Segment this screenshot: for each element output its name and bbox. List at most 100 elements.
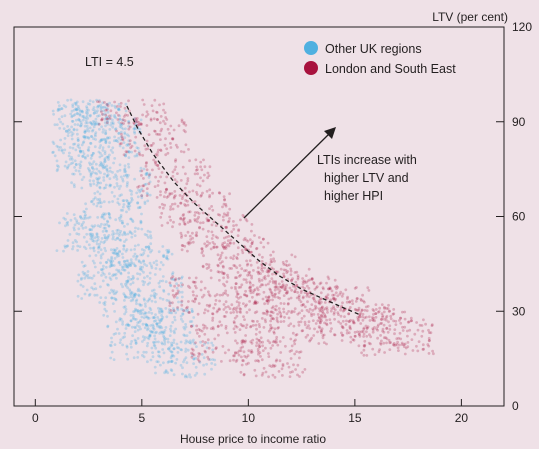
point-london-se [332,305,335,309]
point-london-se [261,255,264,259]
point-other-uk [70,155,73,159]
point-london-se [217,258,221,261]
point-london-se [270,291,274,295]
point-london-se [386,330,390,334]
point-other-uk [159,319,163,322]
point-other-uk [136,321,140,324]
point-london-se [303,320,307,324]
point-london-se [312,313,316,316]
point-other-uk [98,201,102,205]
point-other-uk [58,108,62,112]
point-london-se [179,150,183,153]
point-london-se [109,109,113,113]
point-other-uk [109,183,113,187]
point-other-uk [89,156,93,160]
point-london-se [106,104,110,108]
point-other-uk [180,317,183,321]
point-london-se [281,336,285,339]
point-london-se [359,322,363,325]
point-london-se [330,289,334,293]
point-other-uk [145,323,148,327]
point-other-uk [85,240,89,244]
point-other-uk [109,344,113,348]
point-london-se [256,350,260,353]
point-other-uk [112,289,116,292]
point-london-se [286,291,289,294]
point-london-se [321,310,324,314]
point-london-se [222,291,226,295]
legend-swatch-other-uk [304,41,318,55]
point-other-uk [71,172,74,176]
point-london-se [240,363,244,367]
point-london-se [249,291,253,295]
point-london-se [289,269,293,273]
point-london-se [275,358,279,362]
point-london-se [153,129,156,133]
point-london-se [137,121,141,124]
point-other-uk [127,150,131,154]
point-london-se [214,347,218,351]
point-other-uk [97,114,101,117]
point-other-uk [98,301,102,304]
point-london-se [291,277,294,281]
point-london-se [249,282,252,285]
point-other-uk [90,154,94,157]
point-other-uk [66,98,69,102]
point-other-uk [123,299,126,302]
point-other-uk [123,167,127,171]
point-other-uk [146,360,149,364]
point-london-se [289,273,293,276]
point-other-uk [82,235,86,239]
point-other-uk [184,374,188,377]
point-london-se [431,349,434,353]
point-london-se [267,300,271,303]
point-london-se [392,308,396,311]
point-london-se [251,291,255,294]
point-london-se [129,146,133,150]
point-other-uk [117,102,121,106]
point-london-se [365,334,369,338]
point-london-se [385,341,388,345]
point-london-se [299,300,303,304]
point-other-uk [102,264,105,268]
point-london-se [174,159,177,163]
point-other-uk [111,171,114,174]
point-other-uk [80,276,83,280]
point-london-se [197,302,201,305]
point-london-se [146,113,150,116]
point-london-se [180,118,184,122]
point-other-uk [118,249,121,253]
point-other-uk [93,236,97,240]
point-other-uk [122,230,126,234]
point-other-uk [127,324,131,327]
point-london-se [238,328,242,331]
point-other-uk [85,129,88,133]
point-other-uk [112,139,116,143]
point-other-uk [130,292,134,295]
point-london-se [352,320,355,324]
point-other-uk [88,228,92,232]
point-london-se [195,328,198,332]
point-other-uk [137,150,141,154]
point-other-uk [90,224,94,228]
point-other-uk [96,109,99,113]
point-london-se [259,355,262,358]
point-other-uk [59,120,62,124]
point-london-se [154,160,158,164]
point-london-se [210,230,214,234]
point-london-se [198,328,202,332]
point-london-se [333,278,337,282]
point-london-se [362,327,366,331]
point-london-se [402,345,406,348]
point-other-uk [74,162,78,166]
point-london-se [250,349,253,352]
point-other-uk [129,262,133,266]
point-london-se [345,329,349,332]
point-other-uk [170,350,174,354]
point-other-uk [102,176,106,179]
point-other-uk [78,172,82,176]
point-other-uk [119,214,123,217]
point-london-se [238,307,242,310]
point-london-se [198,352,202,356]
point-london-se [232,310,236,314]
